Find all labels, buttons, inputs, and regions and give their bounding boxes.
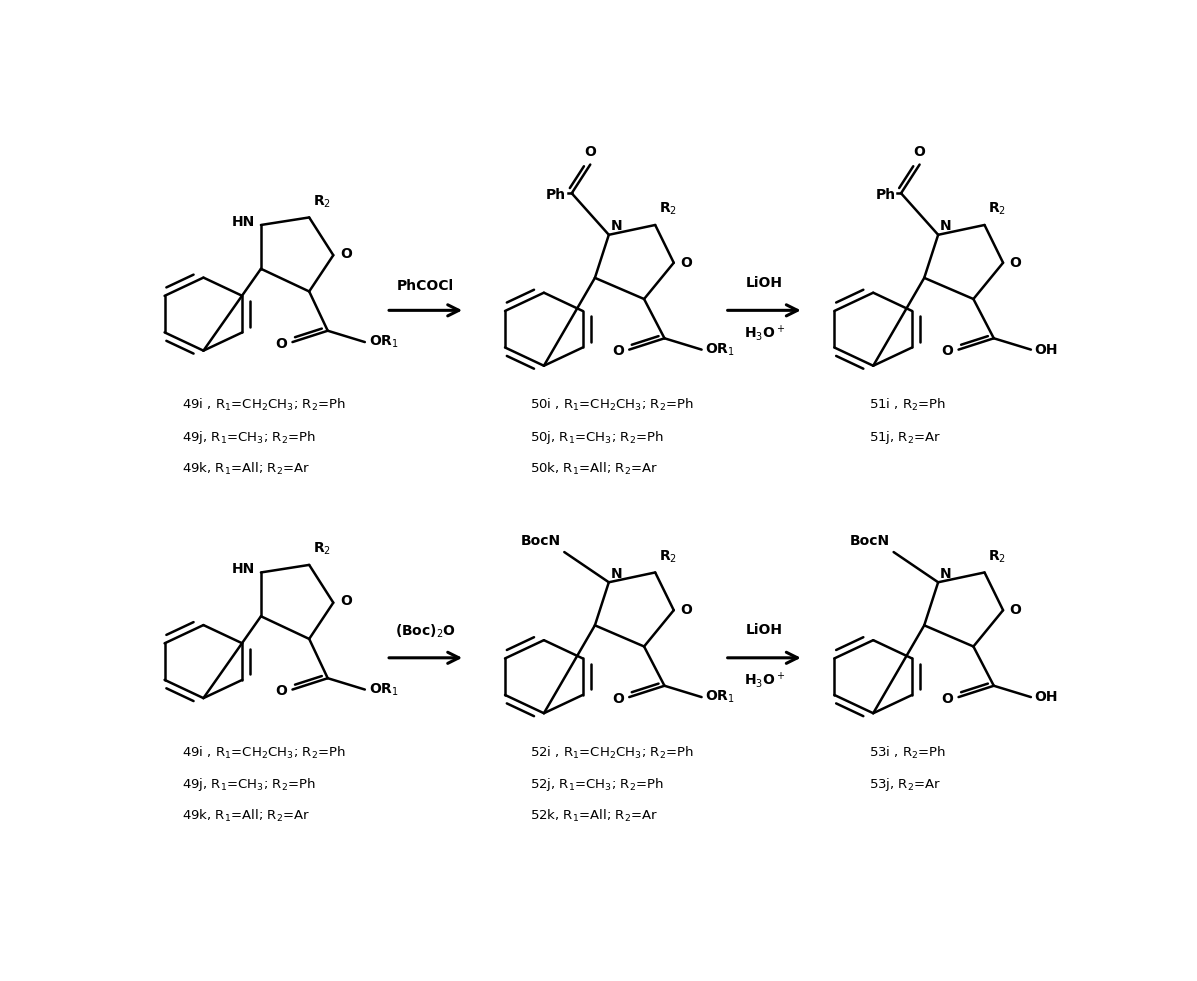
Text: 52i , R$_1$=CH$_2$CH$_3$; R$_2$=Ph: 52i , R$_1$=CH$_2$CH$_3$; R$_2$=Ph xyxy=(530,745,694,761)
Text: N: N xyxy=(940,567,952,581)
Text: 50i , R$_1$=CH$_2$CH$_3$; R$_2$=Ph: 50i , R$_1$=CH$_2$CH$_3$; R$_2$=Ph xyxy=(530,397,694,413)
Text: H$_3$O$^+$: H$_3$O$^+$ xyxy=(743,671,785,691)
Text: BocN: BocN xyxy=(521,534,560,547)
Text: R$_2$: R$_2$ xyxy=(658,201,678,218)
Text: O: O xyxy=(584,144,596,159)
Text: N: N xyxy=(610,220,622,233)
Text: OH: OH xyxy=(1034,342,1058,357)
Text: O: O xyxy=(941,692,953,705)
Text: O: O xyxy=(941,344,953,358)
Text: 49k, R$_1$=All; R$_2$=Ar: 49k, R$_1$=All; R$_2$=Ar xyxy=(182,808,310,824)
Text: O: O xyxy=(913,144,925,159)
Text: OH: OH xyxy=(1034,690,1058,704)
Text: 53j, R$_2$=Ar: 53j, R$_2$=Ar xyxy=(869,776,941,794)
Text: R$_2$: R$_2$ xyxy=(658,548,678,565)
Text: HN: HN xyxy=(232,562,255,577)
Text: LiOH: LiOH xyxy=(746,276,783,290)
Text: O: O xyxy=(612,344,624,358)
Text: OR$_1$: OR$_1$ xyxy=(705,689,735,705)
Text: H$_3$O$^+$: H$_3$O$^+$ xyxy=(743,323,785,343)
Text: 50k, R$_1$=All; R$_2$=Ar: 50k, R$_1$=All; R$_2$=Ar xyxy=(530,461,658,477)
Text: N: N xyxy=(610,567,622,581)
Text: O: O xyxy=(612,692,624,705)
Text: BocN: BocN xyxy=(850,534,889,547)
Text: O: O xyxy=(1009,603,1021,617)
Text: LiOH: LiOH xyxy=(746,623,783,638)
Text: Ph: Ph xyxy=(875,187,895,202)
Text: 50j, R$_1$=CH$_3$; R$_2$=Ph: 50j, R$_1$=CH$_3$; R$_2$=Ph xyxy=(530,429,664,446)
Text: OR$_1$: OR$_1$ xyxy=(369,682,399,697)
Text: O: O xyxy=(275,684,287,698)
Text: 49k, R$_1$=All; R$_2$=Ar: 49k, R$_1$=All; R$_2$=Ar xyxy=(182,461,310,477)
Text: 49j, R$_1$=CH$_3$; R$_2$=Ph: 49j, R$_1$=CH$_3$; R$_2$=Ph xyxy=(182,776,316,794)
Text: PhCOCl: PhCOCl xyxy=(397,279,454,293)
Text: 49j, R$_1$=CH$_3$; R$_2$=Ph: 49j, R$_1$=CH$_3$; R$_2$=Ph xyxy=(182,429,316,446)
Text: O: O xyxy=(680,256,692,270)
Text: N: N xyxy=(940,220,952,233)
Text: R$_2$: R$_2$ xyxy=(312,193,330,210)
Text: 52j, R$_1$=CH$_3$; R$_2$=Ph: 52j, R$_1$=CH$_3$; R$_2$=Ph xyxy=(530,776,664,794)
Text: R$_2$: R$_2$ xyxy=(989,548,1007,565)
Text: O: O xyxy=(275,336,287,350)
Text: 52k, R$_1$=All; R$_2$=Ar: 52k, R$_1$=All; R$_2$=Ar xyxy=(530,808,658,824)
Text: OR$_1$: OR$_1$ xyxy=(369,334,399,350)
Text: OR$_1$: OR$_1$ xyxy=(705,341,735,358)
Text: Ph: Ph xyxy=(546,187,566,202)
Text: 51j, R$_2$=Ar: 51j, R$_2$=Ar xyxy=(869,429,941,446)
Text: R$_2$: R$_2$ xyxy=(312,541,330,557)
Text: 53i , R$_2$=Ph: 53i , R$_2$=Ph xyxy=(869,745,946,761)
Text: O: O xyxy=(680,603,692,617)
Text: HN: HN xyxy=(232,215,255,229)
Text: 51i , R$_2$=Ph: 51i , R$_2$=Ph xyxy=(869,397,946,413)
Text: 49i , R$_1$=CH$_2$CH$_3$; R$_2$=Ph: 49i , R$_1$=CH$_2$CH$_3$; R$_2$=Ph xyxy=(182,397,346,413)
Text: R$_2$: R$_2$ xyxy=(989,201,1007,218)
Text: O: O xyxy=(1009,256,1021,270)
Text: (Boc)$_2$O: (Boc)$_2$O xyxy=(395,623,456,641)
Text: O: O xyxy=(340,594,352,608)
Text: 49i , R$_1$=CH$_2$CH$_3$; R$_2$=Ph: 49i , R$_1$=CH$_2$CH$_3$; R$_2$=Ph xyxy=(182,745,346,761)
Text: O: O xyxy=(340,246,352,261)
